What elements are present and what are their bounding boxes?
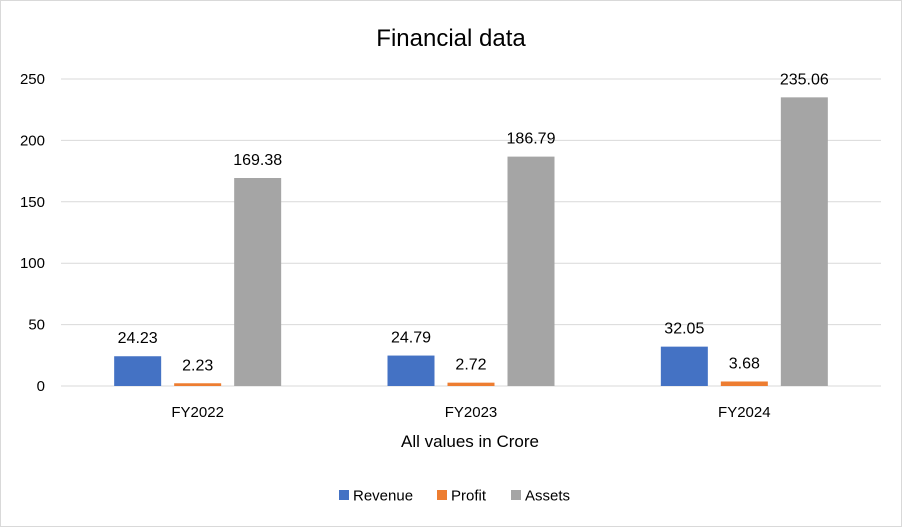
bar-assets-fy2024 — [780, 97, 828, 387]
data-label: 32.05 — [664, 321, 704, 338]
y-tick-label: 200 — [20, 132, 45, 149]
bar-revenue-fy2023 — [387, 355, 435, 386]
bar-revenue-fy2024 — [660, 346, 708, 386]
legend-swatch-profit — [437, 490, 447, 500]
data-label: 2.23 — [182, 357, 213, 374]
data-label: 2.72 — [455, 357, 486, 374]
legend-swatch-assets — [511, 490, 521, 500]
x-axis-label: All values in Crore — [401, 432, 539, 451]
legend-swatch-revenue — [339, 490, 349, 500]
data-label: 24.79 — [391, 330, 431, 347]
y-tick-label: 0 — [37, 378, 45, 395]
data-labels: 24.23 2.23 169.38 24.79 2.72 186.79 32.05 3.68 2… — [118, 71, 829, 374]
bar-profit-fy2024 — [720, 381, 768, 386]
legend-label-assets: Assets — [525, 488, 570, 505]
bar-assets-fy2022 — [234, 178, 282, 386]
y-tick-label: 150 — [20, 194, 45, 211]
bar-assets-fy2023 — [507, 156, 555, 386]
data-label: 235.06 — [780, 71, 829, 88]
x-axis-categories: FY2022 FY2023 FY2024 — [171, 404, 770, 421]
y-tick-label: 100 — [20, 255, 45, 272]
y-tick-label: 250 — [20, 71, 45, 88]
data-label: 24.23 — [118, 330, 158, 347]
data-label: 169.38 — [233, 152, 282, 169]
legend-label-revenue: Revenue — [353, 488, 413, 505]
y-tick-label: 50 — [28, 317, 45, 334]
bar-revenue-fy2022 — [114, 356, 162, 386]
bar-profit-fy2022 — [174, 383, 222, 386]
bars — [114, 97, 828, 387]
x-category-label: FY2022 — [171, 404, 224, 421]
chart-title: Financial data — [376, 25, 526, 52]
legend-label-profit: Profit — [451, 488, 487, 505]
y-axis-ticks: 0 50 100 150 200 250 — [20, 71, 45, 395]
x-category-label: FY2024 — [718, 404, 771, 421]
bar-profit-fy2023 — [447, 382, 495, 386]
gridlines — [61, 78, 881, 387]
x-category-label: FY2023 — [445, 404, 498, 421]
legend: Revenue Profit Assets — [339, 488, 570, 505]
data-label: 186.79 — [507, 131, 556, 148]
data-label: 3.68 — [729, 355, 760, 372]
